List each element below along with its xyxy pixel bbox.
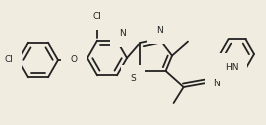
Text: HN: HN	[225, 62, 238, 72]
Text: S: S	[130, 74, 136, 83]
Text: N: N	[156, 26, 163, 35]
Text: N: N	[119, 29, 126, 38]
Text: Cl: Cl	[4, 56, 13, 64]
Text: O: O	[70, 56, 77, 64]
Text: N: N	[214, 78, 220, 88]
Text: Cl: Cl	[93, 12, 101, 21]
